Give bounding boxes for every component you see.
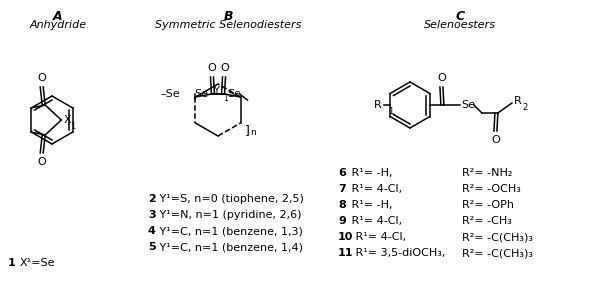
Text: 4: 4: [148, 226, 156, 236]
Text: 2: 2: [148, 194, 156, 204]
Text: R²= -NH₂: R²= -NH₂: [462, 168, 512, 178]
Text: R²= -CH₃: R²= -CH₃: [462, 216, 512, 226]
Text: C: C: [455, 10, 464, 23]
Text: O: O: [220, 63, 229, 73]
Text: R²= -OPh: R²= -OPh: [462, 200, 514, 210]
Text: Y: Y: [213, 86, 219, 96]
Text: R: R: [374, 100, 382, 110]
Text: R²= -C(CH₃)₃: R²= -C(CH₃)₃: [462, 248, 533, 258]
Text: 11: 11: [338, 248, 353, 258]
Text: 5: 5: [148, 242, 156, 252]
Text: 1: 1: [223, 94, 228, 103]
Text: Se: Se: [461, 100, 475, 110]
Text: B: B: [223, 10, 232, 23]
Text: R¹= 4-Cl,: R¹= 4-Cl,: [352, 232, 406, 242]
Text: R¹= 3,5-diOCH₃,: R¹= 3,5-diOCH₃,: [352, 248, 445, 258]
Text: R: R: [514, 96, 522, 106]
Text: R¹= -H,: R¹= -H,: [348, 168, 392, 178]
Text: O: O: [38, 73, 47, 83]
Text: ]: ]: [245, 124, 250, 137]
Text: 1: 1: [70, 122, 76, 131]
Text: X¹=Se: X¹=Se: [20, 258, 55, 268]
Text: 3: 3: [148, 210, 156, 220]
Text: 2: 2: [522, 103, 527, 112]
Text: Anhydride: Anhydride: [30, 20, 87, 30]
Text: Y¹=S, n=0 (tiophene, 2,5): Y¹=S, n=0 (tiophene, 2,5): [156, 194, 304, 204]
Text: R²= -OCH₃: R²= -OCH₃: [462, 184, 521, 194]
Text: n: n: [250, 128, 255, 137]
Text: R¹= 4-Cl,: R¹= 4-Cl,: [348, 184, 402, 194]
Text: –Se: –Se: [161, 89, 181, 99]
Text: Se: Se: [195, 89, 208, 99]
Text: 8: 8: [338, 200, 346, 210]
Text: O: O: [438, 73, 446, 83]
Text: 7: 7: [338, 184, 346, 194]
Text: 6: 6: [338, 168, 346, 178]
Text: 10: 10: [338, 232, 353, 242]
Text: O: O: [38, 157, 47, 167]
Text: Y¹=C, n=1 (benzene, 1,4): Y¹=C, n=1 (benzene, 1,4): [156, 242, 303, 252]
Text: 1: 1: [388, 107, 394, 116]
Text: X: X: [63, 115, 71, 125]
Text: Symmetric Selenodiesters: Symmetric Selenodiesters: [155, 20, 301, 30]
Text: R¹= 4-Cl,: R¹= 4-Cl,: [348, 216, 402, 226]
Text: 1: 1: [8, 258, 16, 268]
Text: Se: Se: [228, 89, 241, 99]
Text: R²= -C(CH₃)₃: R²= -C(CH₃)₃: [462, 232, 533, 242]
Text: R¹= -H,: R¹= -H,: [348, 200, 392, 210]
Text: Y¹=N, n=1 (pyridine, 2,6): Y¹=N, n=1 (pyridine, 2,6): [156, 210, 301, 220]
Text: 9: 9: [338, 216, 346, 226]
Text: O: O: [207, 63, 216, 73]
Text: Selenoesters: Selenoesters: [424, 20, 496, 30]
Text: A: A: [53, 10, 63, 23]
Text: Y¹=C, n=1 (benzene, 1,3): Y¹=C, n=1 (benzene, 1,3): [156, 226, 303, 236]
Text: O: O: [491, 135, 500, 145]
